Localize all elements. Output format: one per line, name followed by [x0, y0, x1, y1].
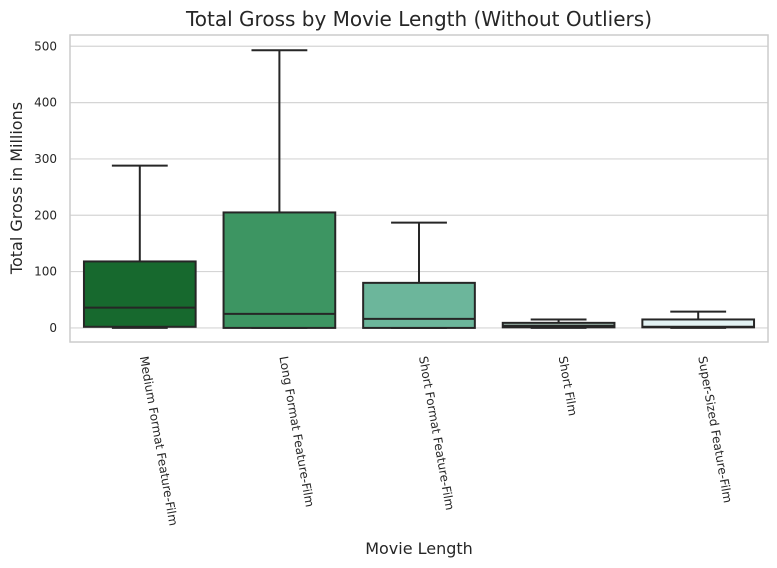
chart-title: Total Gross by Movie Length (Without Out… — [185, 7, 652, 31]
y-tick-label: 200 — [34, 208, 57, 222]
y-tick-label: 300 — [34, 152, 57, 166]
plot-frame — [69, 34, 769, 343]
iqr-box — [222, 211, 337, 329]
x-tick-label: Medium Format Feature-Film — [137, 355, 181, 527]
y-tick-label: 100 — [34, 265, 57, 279]
boxes — [82, 49, 756, 329]
y-tick-label: 500 — [34, 39, 57, 53]
y-tick-label: 400 — [34, 96, 57, 110]
box-group — [82, 164, 197, 329]
y-tick-label: 0 — [49, 321, 57, 335]
box-group — [222, 49, 337, 329]
x-tick-label: Long Format Feature-Film — [276, 355, 316, 508]
box-group — [501, 318, 616, 329]
x-tick-label: Super-Sized Feature-Film — [695, 355, 735, 504]
iqr-box — [362, 281, 476, 329]
box-group — [641, 310, 756, 329]
y-axis-label: Total Gross in Millions — [7, 102, 26, 275]
box-group — [362, 221, 476, 329]
x-axis-label: Movie Length — [365, 539, 473, 558]
y-tick-labels: 0 100 200 300 400 500 — [34, 39, 57, 335]
x-tick-label: Short Format Feature-Film — [416, 355, 457, 511]
iqr-box — [82, 260, 197, 328]
x-tick-labels: Medium Format Feature-Film Long Format Fe… — [137, 355, 735, 527]
x-tick-label: Short Film — [556, 355, 580, 417]
